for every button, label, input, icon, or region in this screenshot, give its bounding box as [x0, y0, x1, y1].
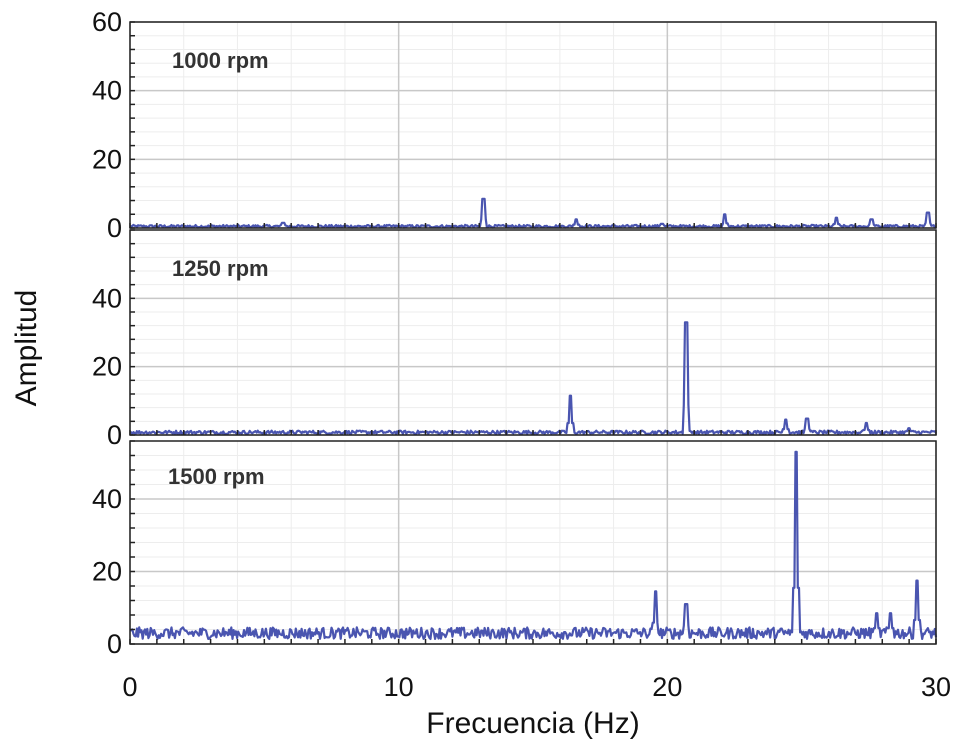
x-tick-label: 10 [384, 672, 414, 702]
x-axis-title: Frecuencia (Hz) [426, 707, 639, 740]
x-tick-label: 20 [652, 672, 682, 702]
y-tick-label: 0 [107, 213, 122, 243]
label-layer: 0 20 40 60 1000 rpm 0 20 40 1250 rpm 0 20 40 1500 rp… [92, 7, 951, 702]
panel-label: 1500 rpm [168, 464, 265, 489]
x-tick-label: 0 [122, 672, 137, 702]
spectrum-series-1500-rpm [129, 450, 938, 640]
y-tick-label: 40 [92, 76, 122, 106]
y-tick-label: 40 [92, 484, 122, 514]
panel-label: 1250 rpm [172, 256, 269, 281]
panel-label: 1000 rpm [172, 48, 269, 73]
y-tick-label: 20 [92, 557, 122, 587]
frame-layer [129, 21, 937, 645]
y-tick-label: 0 [107, 420, 122, 450]
y-tick-label: 40 [92, 283, 122, 313]
y-axis-title: Amplitud [10, 290, 43, 407]
y-tick-label: 0 [107, 629, 122, 659]
y-tick-label: 20 [92, 144, 122, 174]
spectrum-series-1250-rpm [129, 321, 937, 436]
x-tick-label: 30 [921, 672, 951, 702]
y-tick-label: 20 [92, 352, 122, 382]
grid-layer [129, 21, 937, 645]
y-tick-label: 60 [92, 7, 122, 37]
